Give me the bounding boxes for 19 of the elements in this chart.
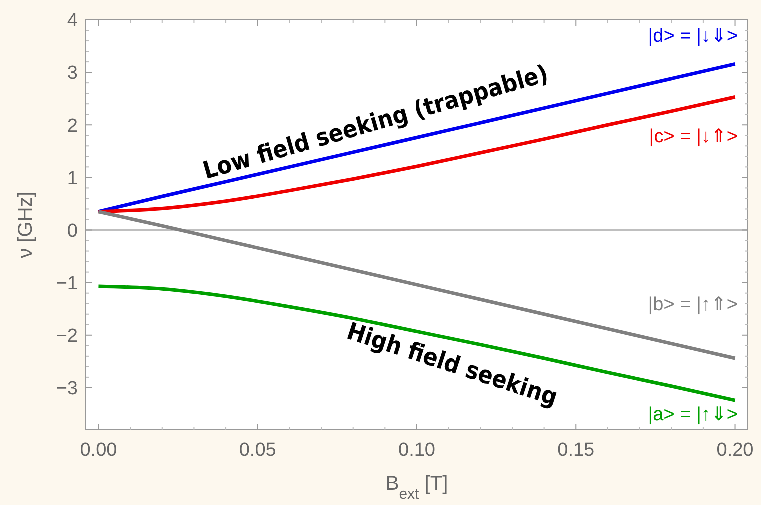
y-tick-label: 2 (67, 116, 78, 137)
series-label: |c> = |↓⇑> (649, 126, 738, 148)
y-tick-label: −2 (56, 326, 78, 348)
y-tick-label: 1 (67, 168, 78, 190)
y-axis-title: ν [GHz] (15, 192, 37, 258)
y-tick-label: −3 (56, 378, 78, 400)
y-tick-label: 0 (67, 220, 78, 242)
x-axis-title: B$_{ext}$ [T] (386, 473, 448, 502)
x-tick-label: 0.05 (239, 440, 276, 461)
x-tick-label: 0.20 (716, 440, 754, 461)
series-label: |d> = |↓⇓> (648, 26, 738, 48)
x-tick-label: 0.15 (558, 440, 595, 461)
y-tick-label: 4 (67, 10, 78, 32)
x-tick-label: 0.00 (80, 440, 118, 461)
y-tick-label: 3 (67, 63, 78, 84)
series-label: |a> = |↑⇓> (648, 404, 738, 426)
y-tick-label: −1 (56, 273, 78, 294)
series-label: |b> = |↑⇑> (648, 294, 738, 316)
x-tick-label: 0.10 (398, 440, 436, 461)
